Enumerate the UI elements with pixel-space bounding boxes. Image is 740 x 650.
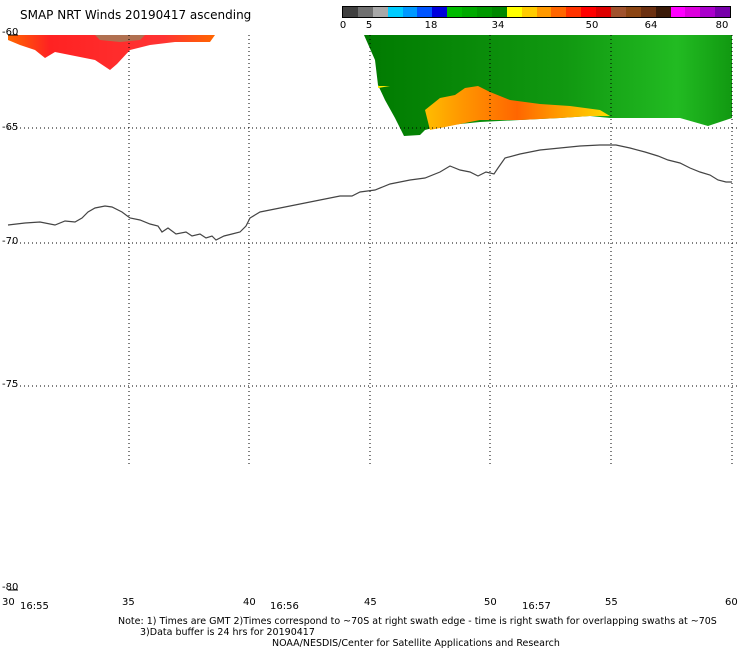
note-line-2: 3)Data buffer is 24 hrs for 20190417 (140, 627, 315, 638)
colorbar-segment (491, 7, 507, 17)
colorbar-segment (402, 7, 418, 17)
colorbar-segment (581, 7, 597, 17)
colorbar-segment (640, 7, 656, 17)
colorbar-segment (462, 7, 478, 17)
time-label: 16:55 (20, 601, 49, 612)
colorbar-label: 0 (339, 20, 347, 31)
note-line-1: Note: 1) Times are GMT 2)Times correspon… (118, 616, 717, 627)
wind-swath-east (364, 35, 732, 136)
colorbar-segment (506, 7, 522, 17)
colorbar-segment (417, 7, 433, 17)
wind-swath-west-peak (95, 35, 145, 42)
axis-ticks (8, 34, 18, 591)
colorbar-segment (685, 7, 701, 17)
colorbar-segment (447, 7, 463, 17)
colorbar-segment (387, 7, 403, 17)
lon-label: 55 (605, 597, 618, 608)
time-label: 16:56 (270, 601, 299, 612)
colorbar-segment (625, 7, 641, 17)
colorbar-segment (611, 7, 626, 17)
colorbar-segment (357, 7, 373, 17)
colorbar-segment (670, 7, 686, 17)
colorbar-segment (700, 7, 716, 17)
map-title: SMAP NRT Winds 20190417 ascending (20, 8, 252, 22)
lon-label: 30 (2, 597, 15, 608)
colorbar-segment (655, 7, 671, 17)
lon-label: 35 (122, 597, 135, 608)
wind-high-band (378, 86, 610, 130)
wind-swath-west (8, 35, 215, 70)
colorbar-label: 64 (644, 20, 658, 31)
colorbar-segment (372, 7, 388, 17)
colorbar-label: 18 (424, 20, 438, 31)
lat-label: -70 (2, 236, 19, 247)
lat-label: -60 (2, 27, 19, 38)
colorbar-label: 80 (715, 20, 729, 31)
lat-label: -80 (2, 582, 19, 593)
colorbar-label: 5 (365, 20, 373, 31)
colorbar-segment (536, 7, 552, 17)
colorbar-segment (566, 7, 582, 17)
time-label: 16:57 (522, 601, 551, 612)
credit-line: NOAA/NESDIS/Center for Satellite Applica… (272, 638, 560, 649)
colorbar-segment (551, 7, 567, 17)
colorbar-segment (343, 7, 358, 17)
lon-label: 40 (243, 597, 256, 608)
colorbar-segment (715, 7, 731, 17)
colorbar-segment (596, 7, 612, 17)
colorbar-segment (477, 7, 492, 17)
colorbar-label: 50 (585, 20, 599, 31)
lat-label: -65 (2, 122, 19, 133)
lon-label: 45 (364, 597, 377, 608)
antarctic-coastline (7, 144, 732, 241)
lat-label: -75 (2, 379, 19, 390)
lon-label: 50 (484, 597, 497, 608)
wind-speed-colorbar (342, 6, 731, 18)
lon-label: 60 (725, 597, 738, 608)
colorbar-segment (432, 7, 448, 17)
colorbar-segment (521, 7, 537, 17)
colorbar-label: 34 (491, 20, 505, 31)
